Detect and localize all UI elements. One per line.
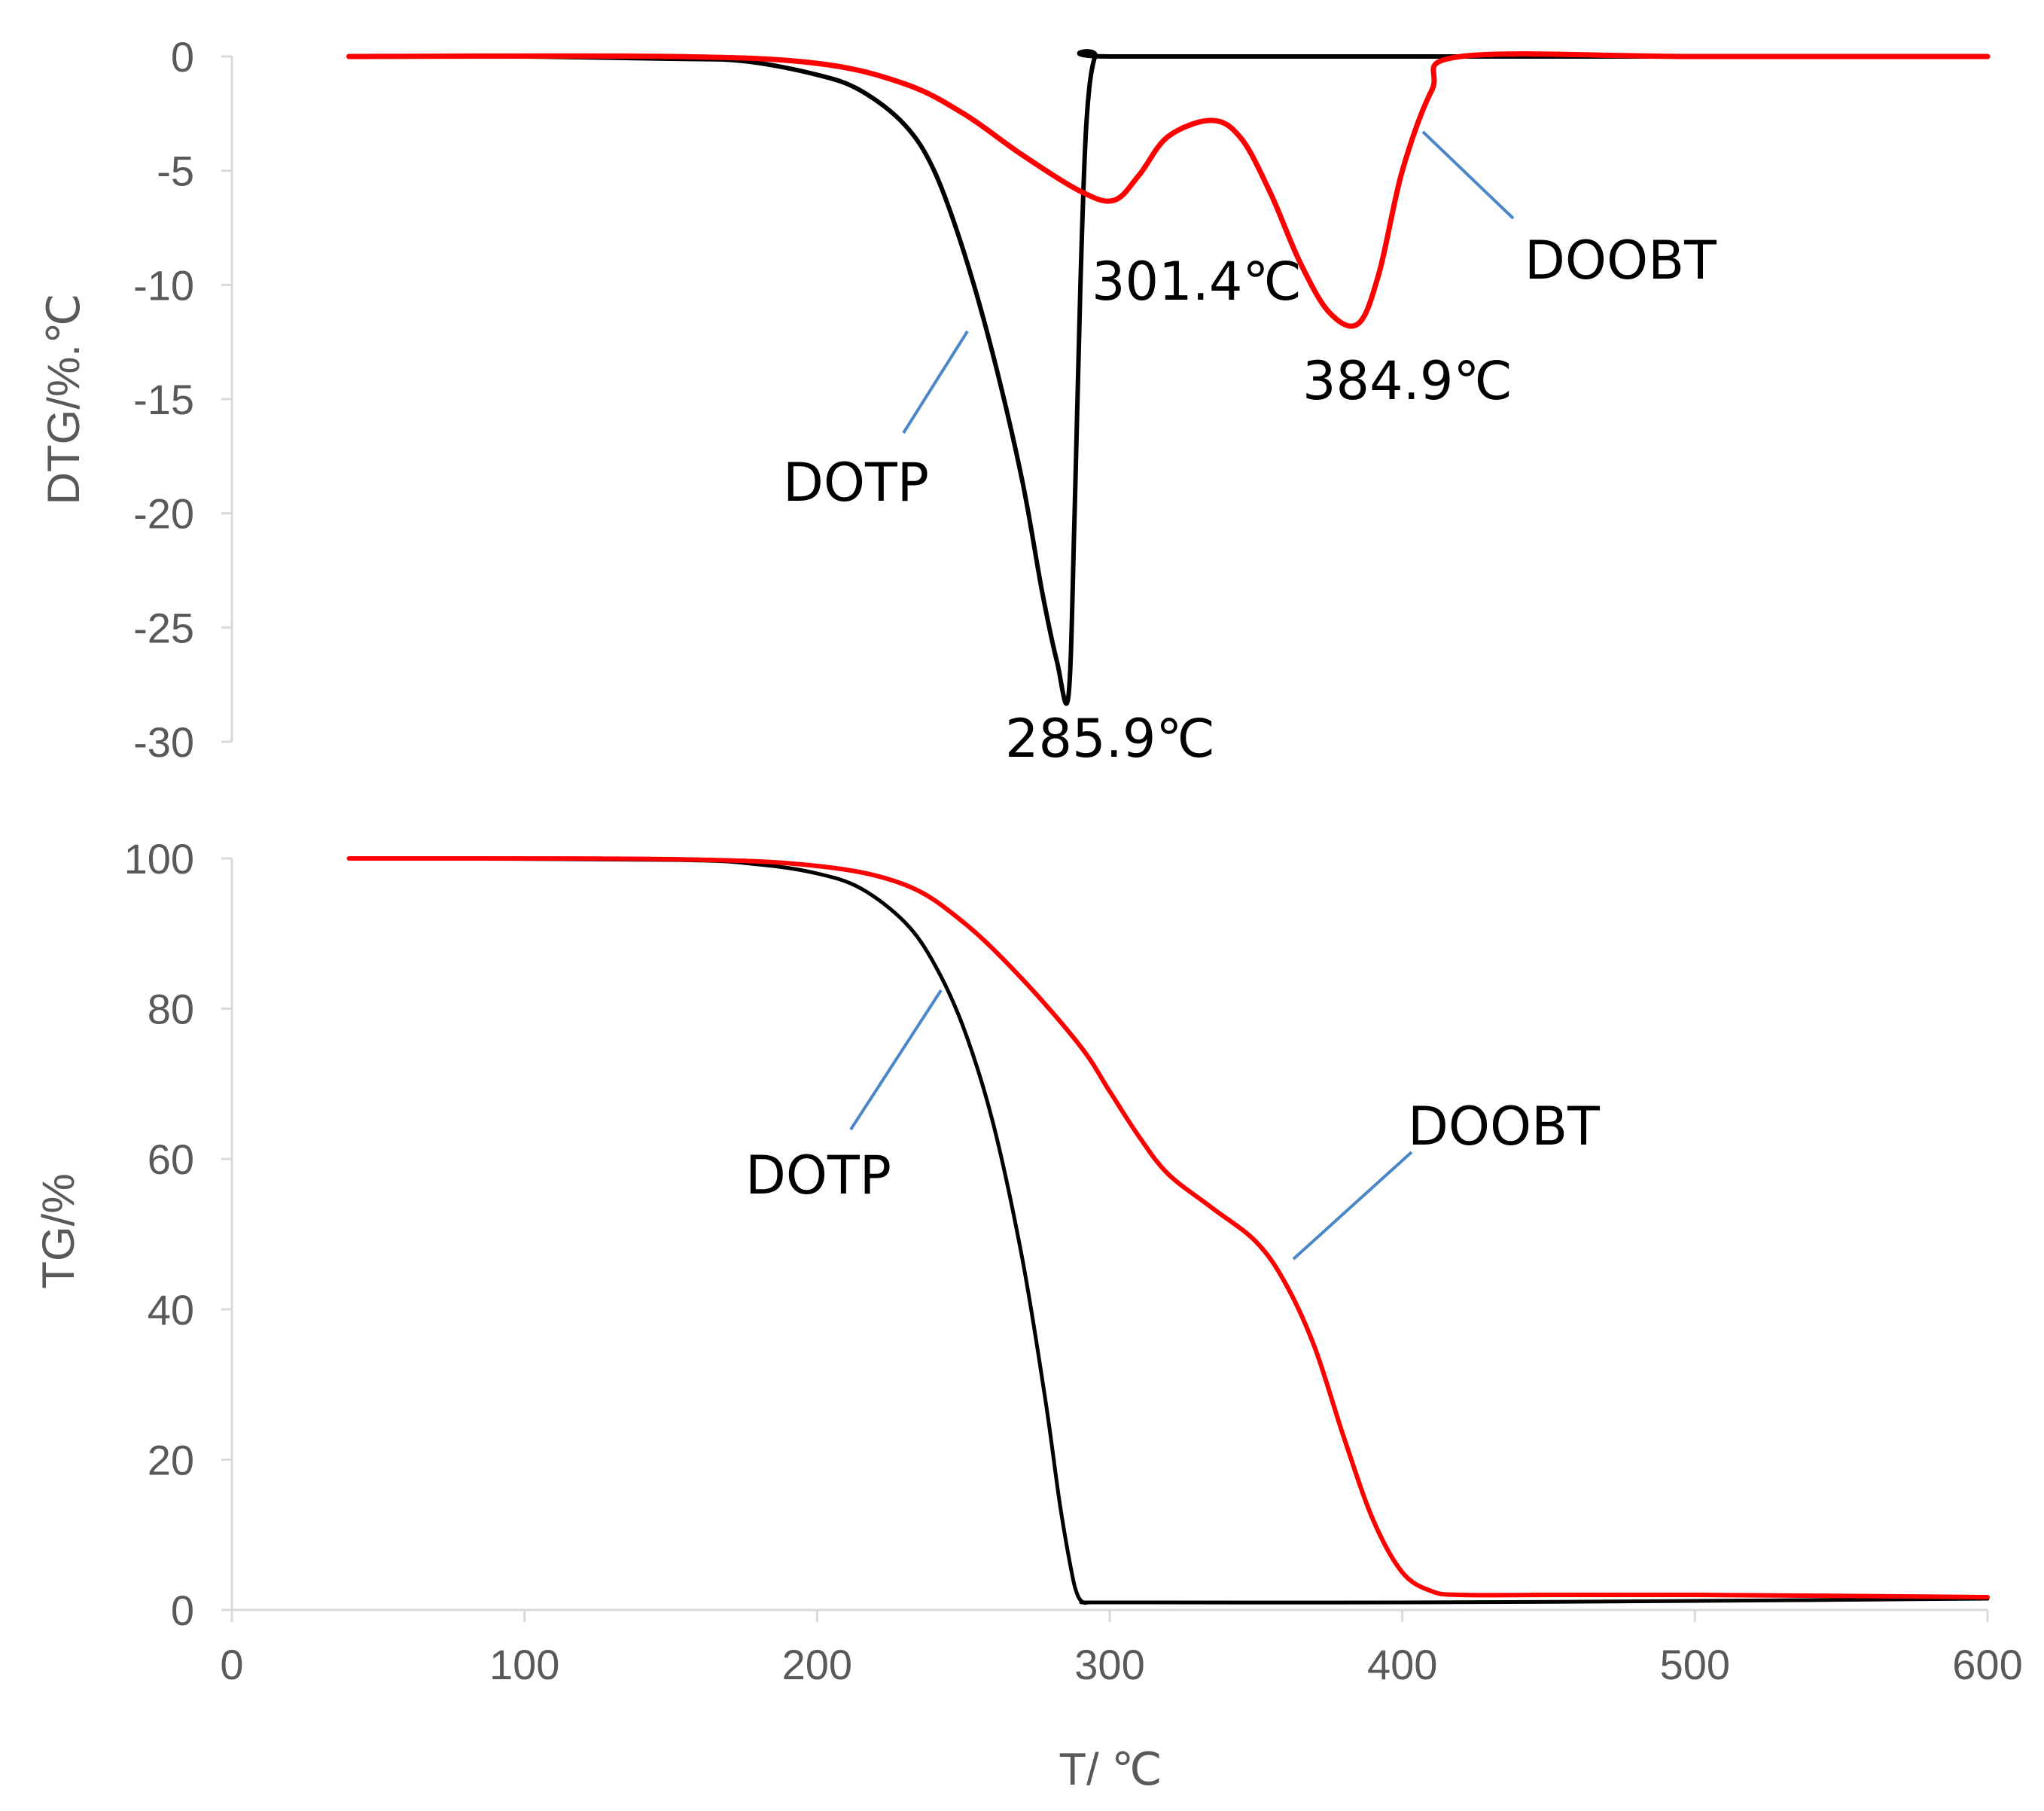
tg-series-dotp-line [347, 856, 1990, 1605]
tg-y-ticks: 0 20 40 60 80 100 [124, 835, 232, 1634]
dtg-peak-annotation-doobt-1: 301.4℃ [1092, 251, 1302, 313]
dtg-dotp-leader-line [902, 330, 969, 434]
dtg-series-group [346, 49, 1991, 706]
tg-x-tick-label: 600 [1952, 1641, 2022, 1688]
tg-series-group [346, 855, 1990, 1605]
dtg-y-tick-label: 0 [171, 33, 194, 81]
dtg-y-tick-label: -5 [157, 148, 194, 195]
tg-dotp-label: DOTP [745, 1145, 891, 1206]
dtg-doobt-label: DOOBT [1525, 230, 1717, 291]
tg-y-tick-label: 80 [148, 986, 194, 1033]
tg-y-axis-title: TG/% [33, 1173, 84, 1288]
tg-y-tick-label: 40 [148, 1286, 194, 1334]
dtg-y-tick-label: -20 [133, 490, 194, 538]
tg-x-axis-title: T/ ℃ [1059, 1744, 1162, 1794]
tg-x-ticks: 0 100 200 300 400 500 600 [220, 1610, 2023, 1688]
dtg-doobt-leader-line [1421, 130, 1515, 220]
dtg-y-axis-title: DTG/%.℃ [38, 294, 89, 505]
tg-x-tick-label: 200 [782, 1641, 852, 1688]
dtg-series-dotp-line [346, 49, 1990, 706]
tg-doobt-label: DOOBT [1408, 1096, 1600, 1157]
tg-y-tick-label: 20 [148, 1436, 194, 1483]
tg-y-tick-label: 100 [124, 835, 194, 883]
dtg-peak-annotation-doobt-2: 384.9℃ [1302, 350, 1512, 412]
tg-series-doobt-line [346, 855, 1990, 1599]
tg-x-tick-label: 100 [489, 1641, 559, 1688]
tg-x-tick-label: 300 [1074, 1641, 1144, 1688]
dtg-peak-annotation-dotp: 285.9℃ [1005, 708, 1215, 770]
dtg-dotp-label: DOTP [783, 452, 929, 514]
tg-y-tick-label: 60 [148, 1136, 194, 1183]
tg-x-tick-label: 400 [1367, 1641, 1437, 1688]
dtg-y-tick-label: -30 [133, 718, 194, 766]
dtg-panel: 0 -5 -10 -15 -20 -25 -30 DTG/%.℃ DOTP DOOBT 28… [38, 33, 1991, 770]
dtg-y-ticks: 0 -5 -10 -15 -20 -25 -30 [133, 33, 232, 766]
tg-x-tick-label: 500 [1660, 1641, 1730, 1688]
tg-doobt-leader-line [1292, 1151, 1413, 1261]
dtg-y-tick-label: -10 [133, 261, 194, 309]
tg-y-tick-label: 0 [171, 1587, 194, 1634]
tg-panel: 0 20 40 60 80 100 0 100 200 300 400 500 600 TG/% T/… [33, 835, 2023, 1794]
tg-dotp-leader-line [849, 989, 943, 1131]
dtg-series-doobt-line [346, 51, 1991, 329]
tg-x-tick-label: 0 [220, 1641, 243, 1688]
dtg-y-tick-label: -25 [133, 604, 194, 651]
dtg-y-tick-label: -15 [133, 376, 194, 423]
